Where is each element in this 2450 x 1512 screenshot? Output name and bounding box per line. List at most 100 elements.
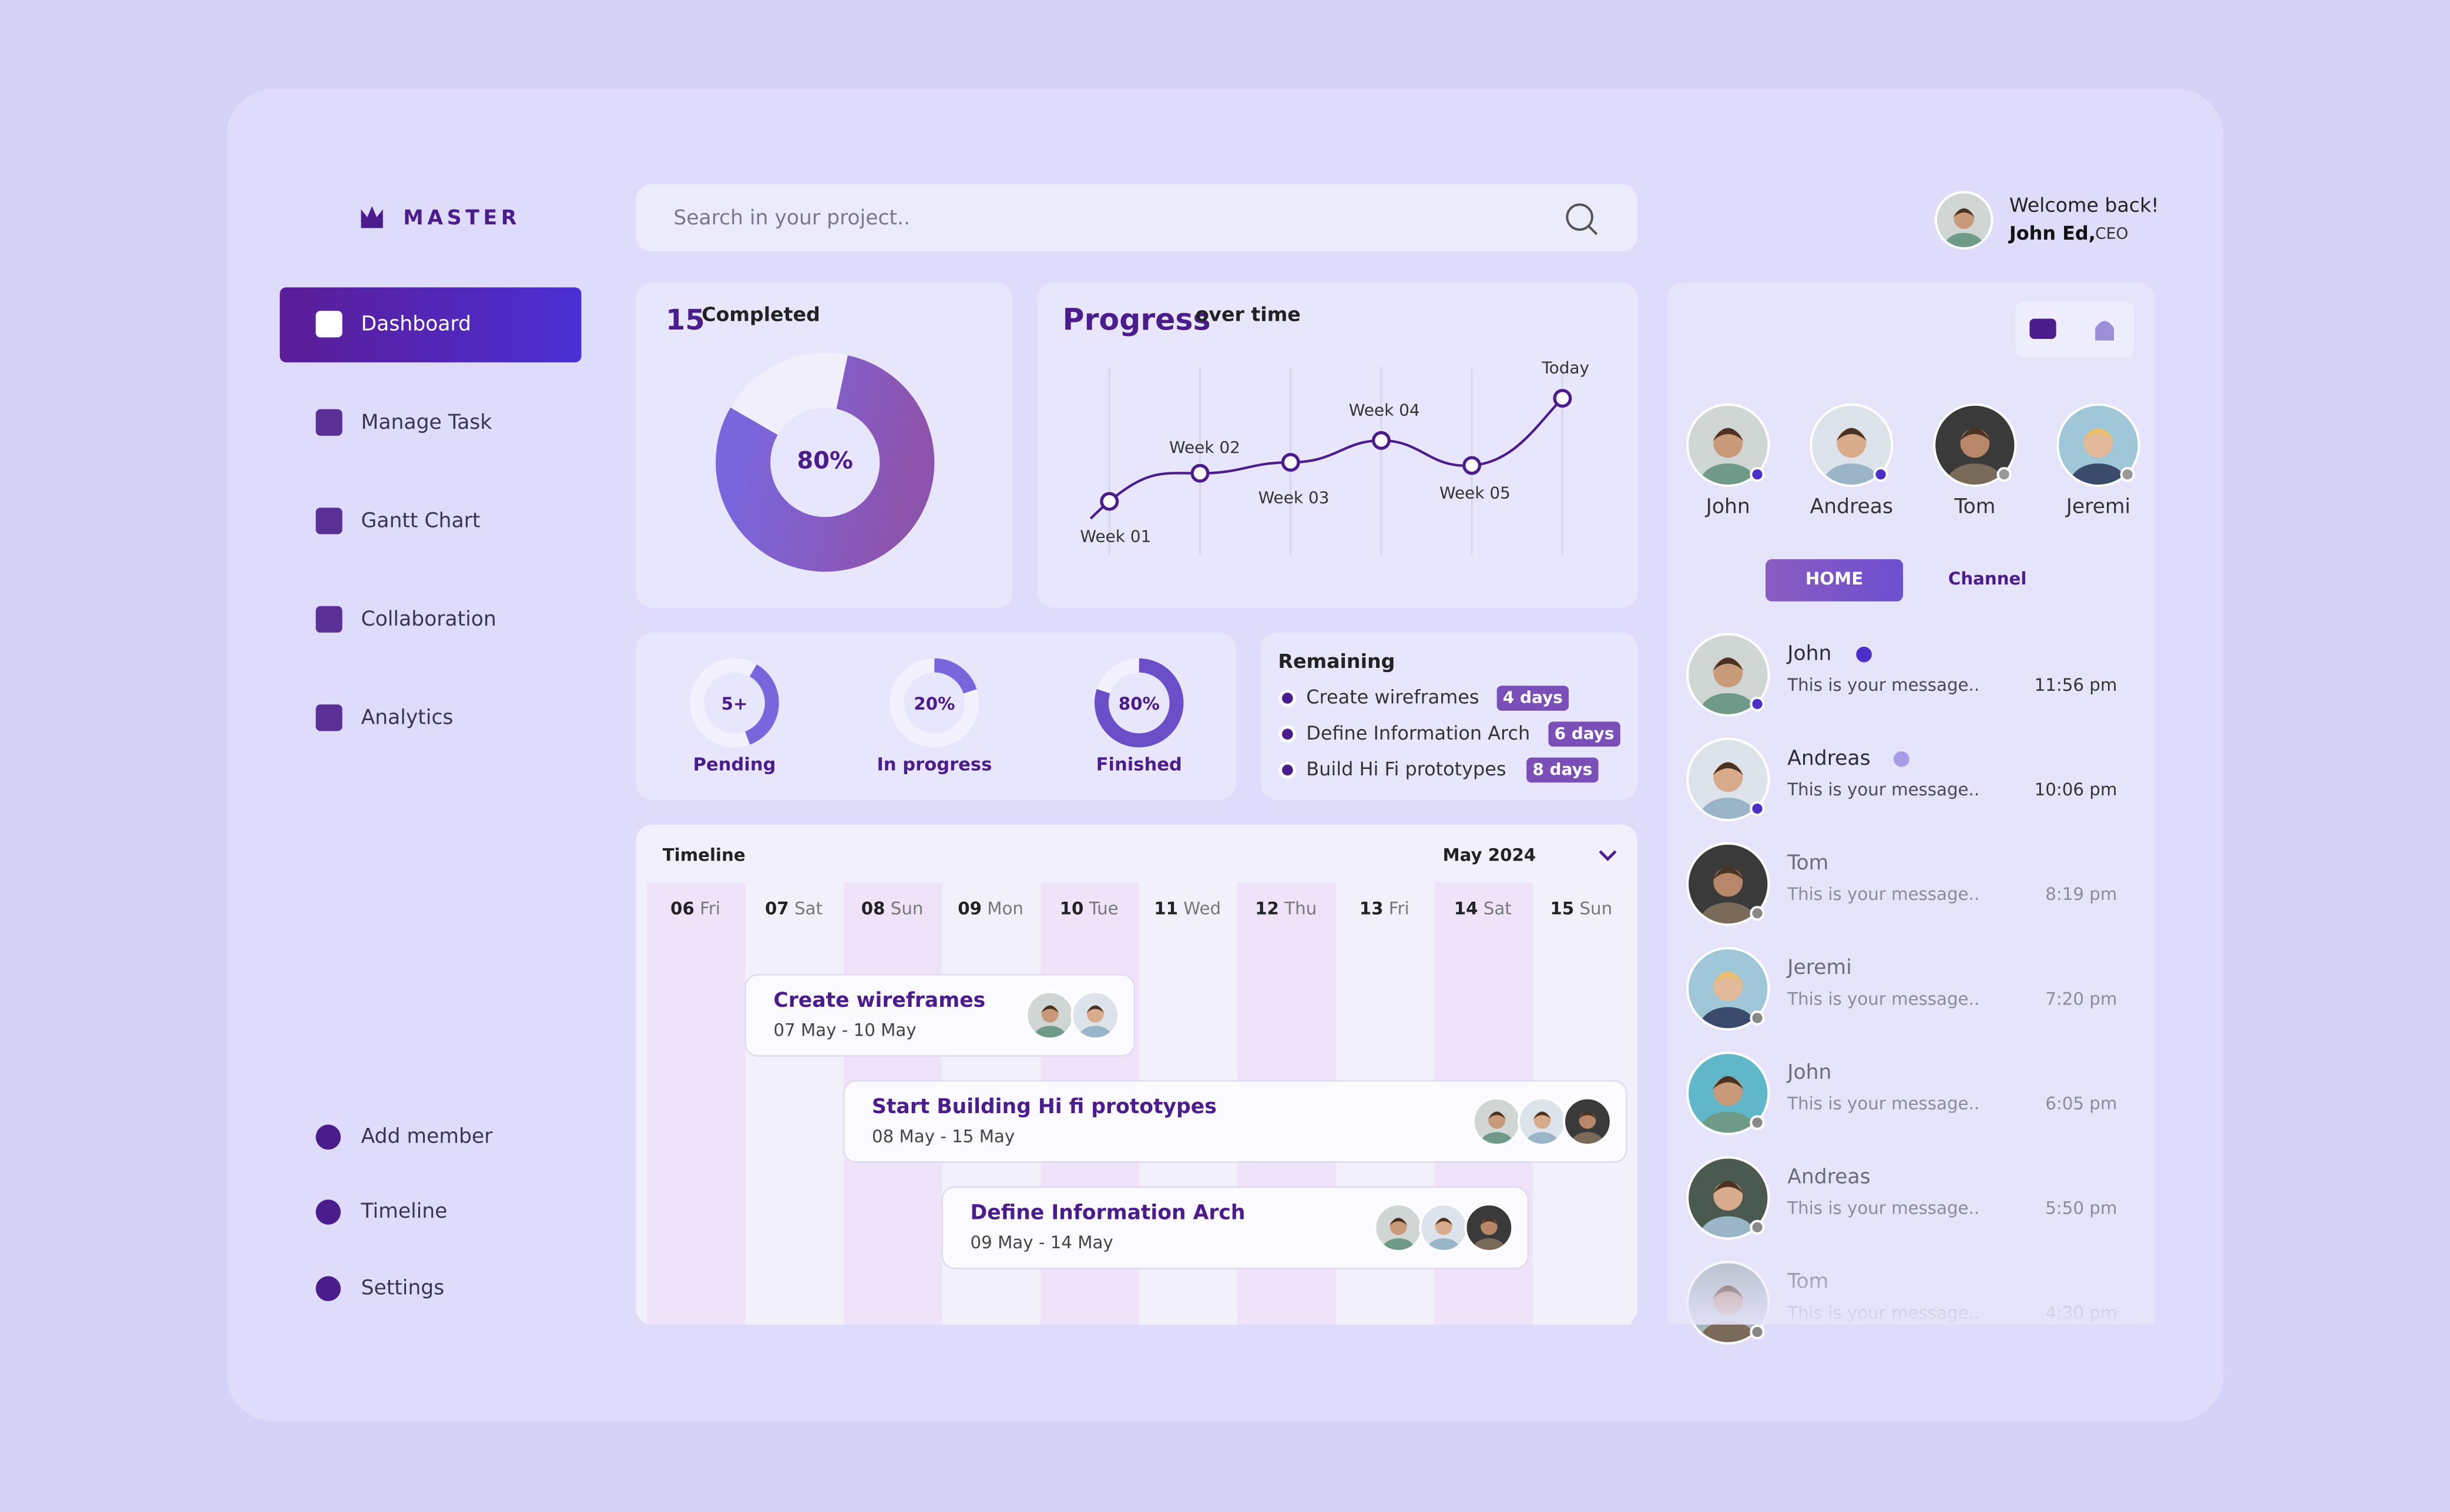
task-title: Define Information Arch	[971, 1201, 1246, 1225]
message-name: Tom	[1787, 851, 1828, 875]
avatar-hair	[1953, 208, 1975, 218]
avatar-ring	[1933, 403, 2017, 487]
message-name: John	[1786, 642, 1831, 666]
avatar-hair	[1712, 971, 1744, 985]
avatar-hair	[1959, 428, 1991, 441]
day-weekday: Fri	[700, 898, 720, 918]
avatar	[1687, 738, 1769, 821]
avatar-body	[1944, 233, 1984, 248]
avatar-hair	[1712, 1181, 1744, 1194]
day-label: 12 Thu	[1255, 898, 1317, 918]
message-text: This is your message..	[1787, 1093, 1979, 1113]
avatar-ring	[1810, 403, 1894, 487]
nav-item: Manage Task	[361, 411, 492, 434]
day-weekday: Sat	[1484, 898, 1512, 918]
avatar	[1687, 948, 1769, 1030]
status-dot	[1750, 1219, 1765, 1235]
avatar-body	[1699, 797, 1757, 821]
avatar-hair	[1578, 1111, 1597, 1120]
day-date: 14	[1454, 898, 1478, 918]
nav-icon	[316, 409, 343, 436]
day-label: 06 Fri	[670, 898, 720, 918]
nav-icon	[316, 1199, 341, 1225]
tab[interactable]: Channel	[1948, 569, 2027, 589]
completed-label: Completed	[702, 303, 820, 326]
user-name: John Ed,	[2008, 222, 2096, 244]
status-dot	[1750, 906, 1765, 921]
nav-item: Settings	[361, 1276, 445, 1299]
day-weekday: Mon	[987, 898, 1023, 918]
day-column	[647, 882, 746, 1325]
day-weekday: Thu	[1284, 898, 1317, 918]
status-ring-label: 5+	[721, 694, 748, 714]
day-date: 10	[1060, 898, 1084, 918]
bullet	[1278, 689, 1296, 707]
progress-point	[1553, 389, 1572, 408]
status-dot	[1873, 466, 1888, 482]
tab: HOME	[1805, 569, 1863, 589]
progress-point	[1100, 492, 1119, 511]
day-space	[694, 898, 700, 918]
progress-point	[1462, 456, 1482, 475]
day-weekday: Sat	[794, 898, 823, 918]
user-role: CEO	[2095, 224, 2128, 243]
avatar	[1473, 1098, 1521, 1145]
avatar-hair	[1390, 1218, 1408, 1226]
avatar-ring	[1686, 842, 1770, 926]
ring-arc	[690, 658, 779, 748]
task-bar[interactable]	[843, 1080, 1627, 1163]
favorite-name: Tom	[1954, 495, 1995, 519]
verified-icon	[1894, 751, 1909, 767]
nav-item: Analytics	[361, 706, 454, 730]
status-ring-label: 20%	[914, 694, 955, 714]
avatar	[1687, 634, 1769, 715]
message-text: This is your message..	[1787, 1198, 1979, 1218]
nav-item: Timeline	[361, 1199, 448, 1223]
avatar-hair	[1712, 866, 1744, 881]
day-weekday: Sun	[1579, 898, 1612, 918]
day-date: 11	[1154, 898, 1178, 918]
day-space	[1384, 898, 1389, 918]
message-name: John	[1786, 1060, 1831, 1084]
status-dot	[1750, 801, 1765, 817]
tab-active[interactable]	[1766, 559, 1904, 602]
message-text: This is your message..	[1787, 675, 1979, 695]
progress-label: Week 01	[1080, 527, 1151, 546]
nav-active[interactable]	[280, 287, 582, 362]
message-text: This is your message..	[1787, 884, 1979, 904]
chat-icon[interactable]	[2029, 318, 2056, 340]
day-space	[789, 898, 794, 918]
avatar-head	[1713, 867, 1743, 897]
list-fade	[1667, 1234, 2155, 1325]
nav-item: Collaboration	[361, 607, 496, 631]
progress-point	[1190, 463, 1210, 483]
avatar-hair	[1712, 428, 1744, 441]
message-time: 10:06 pm	[2035, 779, 2117, 799]
search-placeholder: Search in your project..	[673, 206, 910, 230]
day-label: 15 Sun	[1550, 898, 1612, 918]
favorite-name: Jeremi	[2065, 495, 2130, 519]
avatar-body	[1823, 463, 1880, 486]
remaining-task: Define Information Arch	[1306, 722, 1530, 744]
ring-arc	[716, 352, 935, 572]
card	[636, 632, 1236, 800]
avatar-ring	[1686, 737, 1770, 822]
day-date: 09	[958, 898, 982, 918]
brand: MASTER	[403, 206, 521, 230]
ring-arc	[890, 658, 979, 748]
nav-icon	[316, 606, 343, 633]
timeline-month: May 2024	[1443, 845, 1536, 865]
avatar-body	[1699, 1111, 1757, 1134]
day-label: 09 Mon	[958, 898, 1023, 918]
avatar-ring	[1686, 403, 1770, 487]
bell-icon[interactable]	[2095, 321, 2115, 341]
avatar-ring	[1934, 191, 1993, 250]
avatar-hair	[1488, 1111, 1506, 1120]
task-bar[interactable]	[941, 1186, 1529, 1269]
badge	[1496, 686, 1569, 711]
avatar	[1935, 192, 1992, 248]
search-box[interactable]	[636, 184, 1637, 252]
avatar-head	[1533, 1111, 1551, 1129]
avatar-ring	[1686, 1051, 1770, 1135]
